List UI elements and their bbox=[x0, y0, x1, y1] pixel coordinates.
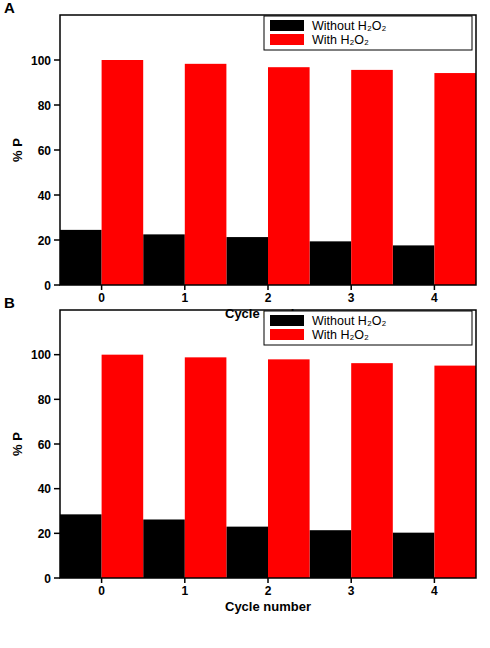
y-tick-label: 40 bbox=[38, 482, 52, 496]
y-tick-label: 100 bbox=[31, 54, 51, 68]
legend-label: Without H₂O₂ bbox=[312, 314, 386, 328]
bar bbox=[185, 64, 227, 285]
y-tick bbox=[54, 488, 60, 490]
y-tick-label: 60 bbox=[38, 144, 52, 158]
bar bbox=[268, 67, 310, 285]
bar bbox=[434, 366, 476, 578]
legend-label: Without H₂O₂ bbox=[312, 19, 386, 33]
panel: B02040608010001234Cycle number% PWithout… bbox=[4, 294, 476, 614]
x-tick bbox=[267, 578, 269, 583]
legend: Without H₂O₂With H₂O₂ bbox=[264, 16, 472, 50]
x-tick bbox=[267, 285, 269, 290]
figure: A02040608010001234Cycle number% PWithout… bbox=[0, 0, 490, 648]
legend: Without H₂O₂With H₂O₂ bbox=[264, 311, 472, 345]
y-tick-label: 0 bbox=[44, 572, 51, 586]
x-tick bbox=[101, 578, 103, 583]
x-tick bbox=[184, 578, 186, 583]
bar bbox=[310, 241, 352, 285]
bar bbox=[268, 359, 310, 578]
panel-label: B bbox=[4, 294, 15, 311]
x-axis-title: Cycle number bbox=[225, 599, 311, 614]
y-tick-label: 100 bbox=[31, 348, 51, 362]
bar bbox=[102, 355, 144, 578]
bar bbox=[102, 60, 144, 285]
y-tick-label: 60 bbox=[38, 438, 52, 452]
x-tick-label: 2 bbox=[265, 584, 272, 598]
x-tick-label: 4 bbox=[431, 291, 438, 305]
bar bbox=[226, 237, 268, 285]
bar bbox=[143, 234, 185, 285]
plot-frame bbox=[60, 15, 476, 285]
legend-swatch bbox=[270, 34, 304, 45]
bar bbox=[393, 245, 435, 285]
legend-swatch bbox=[270, 315, 304, 326]
bar bbox=[60, 514, 102, 578]
x-tick-label: 4 bbox=[431, 584, 438, 598]
bar bbox=[434, 73, 476, 285]
x-tick-label: 1 bbox=[181, 584, 188, 598]
y-tick bbox=[54, 194, 60, 196]
legend-swatch bbox=[270, 329, 304, 340]
x-tick bbox=[350, 578, 352, 583]
x-tick bbox=[434, 285, 436, 290]
bar bbox=[185, 357, 227, 578]
y-tick bbox=[54, 149, 60, 151]
x-tick-label: 3 bbox=[348, 584, 355, 598]
bar bbox=[310, 530, 352, 578]
x-tick-label: 3 bbox=[348, 291, 355, 305]
y-tick-label: 20 bbox=[38, 527, 52, 541]
y-tick bbox=[54, 399, 60, 401]
y-tick bbox=[54, 577, 60, 579]
legend-label: With H₂O₂ bbox=[312, 33, 369, 47]
y-axis-title: % P bbox=[10, 138, 25, 162]
y-tick-label: 80 bbox=[38, 393, 52, 407]
x-tick-label: 1 bbox=[181, 291, 188, 305]
y-tick-label: 80 bbox=[38, 99, 52, 113]
legend-box bbox=[264, 16, 472, 50]
x-tick-label: 0 bbox=[98, 584, 105, 598]
bars bbox=[60, 60, 476, 285]
y-tick-label: 20 bbox=[38, 234, 52, 248]
y-tick-label: 40 bbox=[38, 189, 52, 203]
x-tick bbox=[101, 285, 103, 290]
y-tick bbox=[54, 354, 60, 356]
plot-frame bbox=[60, 310, 476, 578]
bar bbox=[226, 527, 268, 578]
bar bbox=[351, 363, 393, 578]
x-tick bbox=[434, 578, 436, 583]
legend-box bbox=[264, 311, 472, 345]
y-tick bbox=[54, 239, 60, 241]
y-axis-title: % P bbox=[10, 432, 25, 456]
x-tick bbox=[350, 285, 352, 290]
bar bbox=[351, 70, 393, 285]
y-tick bbox=[54, 443, 60, 445]
bars bbox=[60, 355, 476, 578]
bar bbox=[393, 533, 435, 578]
bar bbox=[60, 230, 102, 285]
x-tick bbox=[184, 285, 186, 290]
y-tick bbox=[54, 533, 60, 535]
x-tick-label: 0 bbox=[98, 291, 105, 305]
y-tick bbox=[54, 104, 60, 106]
y-tick bbox=[54, 59, 60, 61]
legend-label: With H₂O₂ bbox=[312, 328, 369, 342]
panel-label: A bbox=[4, 0, 15, 16]
x-tick-label: 2 bbox=[265, 291, 272, 305]
legend-swatch bbox=[270, 20, 304, 31]
y-tick-label: 0 bbox=[44, 279, 51, 293]
bar bbox=[143, 519, 185, 578]
y-tick bbox=[54, 284, 60, 286]
panel: A02040608010001234Cycle number% PWithout… bbox=[4, 0, 476, 321]
